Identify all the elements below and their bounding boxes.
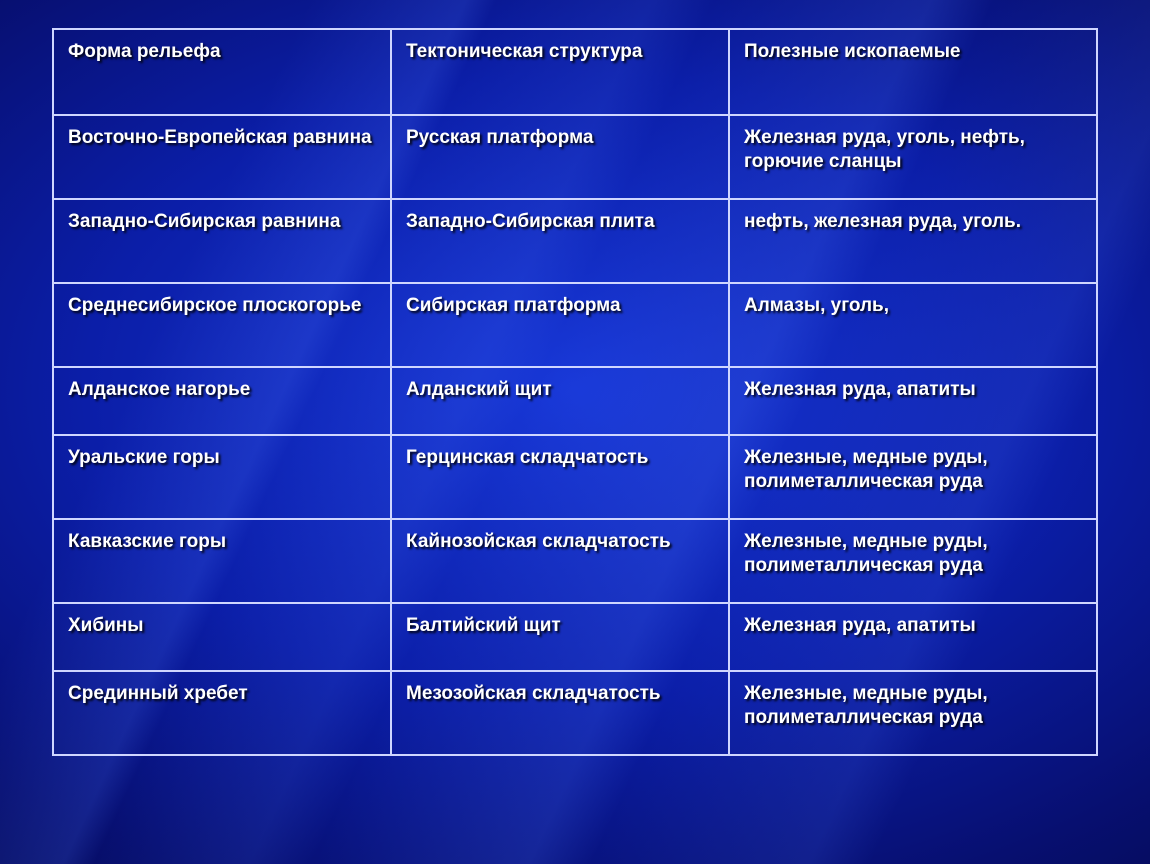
- table-row: Срединный хребет Мезозойская складчатост…: [53, 671, 1097, 755]
- cell-landform: Хибины: [53, 603, 391, 671]
- cell-minerals: нефть, железная руда, уголь.: [729, 199, 1097, 283]
- cell-minerals: Железные, медные руды, полиметаллическая…: [729, 435, 1097, 519]
- cell-structure: Сибирская платформа: [391, 283, 729, 367]
- table-header-row: Форма рельефа Тектоническая структура По…: [53, 29, 1097, 115]
- table-row: Восточно-Европейская равнина Русская пла…: [53, 115, 1097, 199]
- landforms-table: Форма рельефа Тектоническая структура По…: [52, 28, 1098, 756]
- cell-minerals: Железная руда, уголь, нефть, горючие сла…: [729, 115, 1097, 199]
- table-row: Западно-Сибирская равнина Западно-Сибирс…: [53, 199, 1097, 283]
- table-row: Кавказские горы Кайнозойская складчатост…: [53, 519, 1097, 603]
- table-row: Алданское нагорье Алданский щит Железная…: [53, 367, 1097, 435]
- cell-landform: Алданское нагорье: [53, 367, 391, 435]
- cell-structure: Западно-Сибирская плита: [391, 199, 729, 283]
- cell-structure: Алданский щит: [391, 367, 729, 435]
- cell-landform: Восточно-Европейская равнина: [53, 115, 391, 199]
- cell-structure: Балтийский щит: [391, 603, 729, 671]
- cell-landform: Кавказские горы: [53, 519, 391, 603]
- table-row: Хибины Балтийский щит Железная руда, апа…: [53, 603, 1097, 671]
- cell-minerals: Железные, медные руды, полиметаллическая…: [729, 671, 1097, 755]
- cell-structure: Мезозойская складчатость: [391, 671, 729, 755]
- column-header: Тектоническая структура: [391, 29, 729, 115]
- cell-minerals: Железные, медные руды, полиметаллическая…: [729, 519, 1097, 603]
- cell-landform: Западно-Сибирская равнина: [53, 199, 391, 283]
- cell-structure: Герцинская складчатость: [391, 435, 729, 519]
- cell-minerals: Алмазы, уголь,: [729, 283, 1097, 367]
- cell-structure: Кайнозойская складчатость: [391, 519, 729, 603]
- column-header: Полезные ископаемые: [729, 29, 1097, 115]
- cell-landform: Уральские горы: [53, 435, 391, 519]
- table-row: Среднесибирское плоскогорье Сибирская пл…: [53, 283, 1097, 367]
- cell-structure: Русская платформа: [391, 115, 729, 199]
- cell-landform: Срединный хребет: [53, 671, 391, 755]
- cell-landform: Среднесибирское плоскогорье: [53, 283, 391, 367]
- cell-minerals: Железная руда, апатиты: [729, 603, 1097, 671]
- cell-minerals: Железная руда, апатиты: [729, 367, 1097, 435]
- column-header: Форма рельефа: [53, 29, 391, 115]
- table-row: Уральские горы Герцинская складчатость Ж…: [53, 435, 1097, 519]
